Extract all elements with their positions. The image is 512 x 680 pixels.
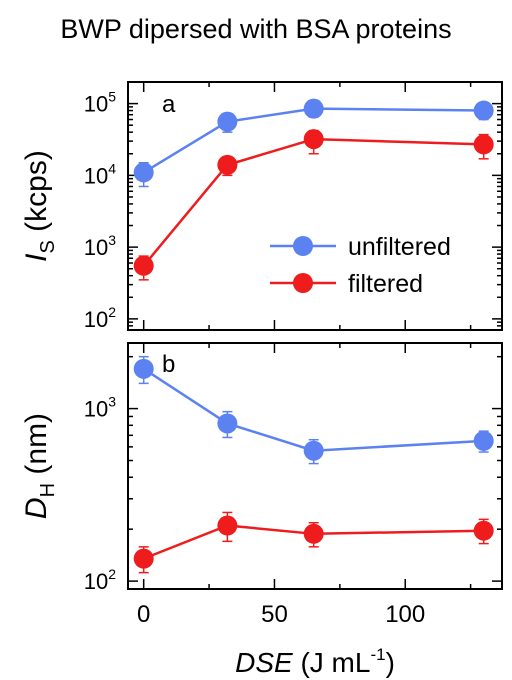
data-point-filtered [217,154,238,175]
data-point-filtered [303,129,324,150]
data-point-filtered [303,523,324,544]
y-tick-label: 102 [84,566,116,594]
panel-a-frame [127,81,503,331]
series-line-filtered [142,137,484,267]
data-point-unfiltered [133,358,154,379]
panel-b-frame [127,342,503,590]
y-tick-label: 103 [84,394,116,422]
panel-a: 102 103 104 105 a IS (kcps) unfiltered filtere… [20,81,502,332]
figure-title: BWP dipersed with BSA proteins [60,14,452,44]
y-axis-label: DH (nm) [20,413,59,519]
data-point-unfiltered [133,162,154,183]
x-tick-label: 100 [385,601,425,628]
y-axis-label: IS (kcps) [20,150,59,262]
x-axis-label: DSE (J mL-1) [235,645,395,678]
legend-label: filtered [348,270,423,298]
series-line-unfiltered [143,107,484,174]
legend-marker [293,236,313,256]
legend-label: unfiltered [348,233,451,261]
panel-label: b [162,351,175,378]
data-point-unfiltered [303,440,324,461]
panel-label: a [162,91,176,118]
x-tick-label: 0 [137,601,150,628]
data-point-filtered [473,134,494,155]
data-point-filtered [133,548,154,569]
series-line-filtered [143,524,484,560]
data-point-filtered [133,255,154,276]
y-tick-label: 105 [84,89,116,117]
series-line-unfiltered [143,367,484,452]
data-point-unfiltered [303,98,324,119]
x-tick-label: 50 [261,601,288,628]
y-tick-label: 102 [84,304,116,332]
data-point-unfiltered [473,430,494,451]
data-point-unfiltered [217,111,238,132]
data-point-filtered [473,520,494,541]
data-point-unfiltered [473,100,494,121]
legend-marker [293,273,313,293]
y-tick-label: 103 [84,232,116,260]
data-point-filtered [217,515,238,536]
panel-b: 102 103 0 50 100 DSE (J mL-1) b DH (nm) [20,343,502,678]
y-tick-label: 104 [84,160,116,188]
data-point-unfiltered [217,413,238,434]
